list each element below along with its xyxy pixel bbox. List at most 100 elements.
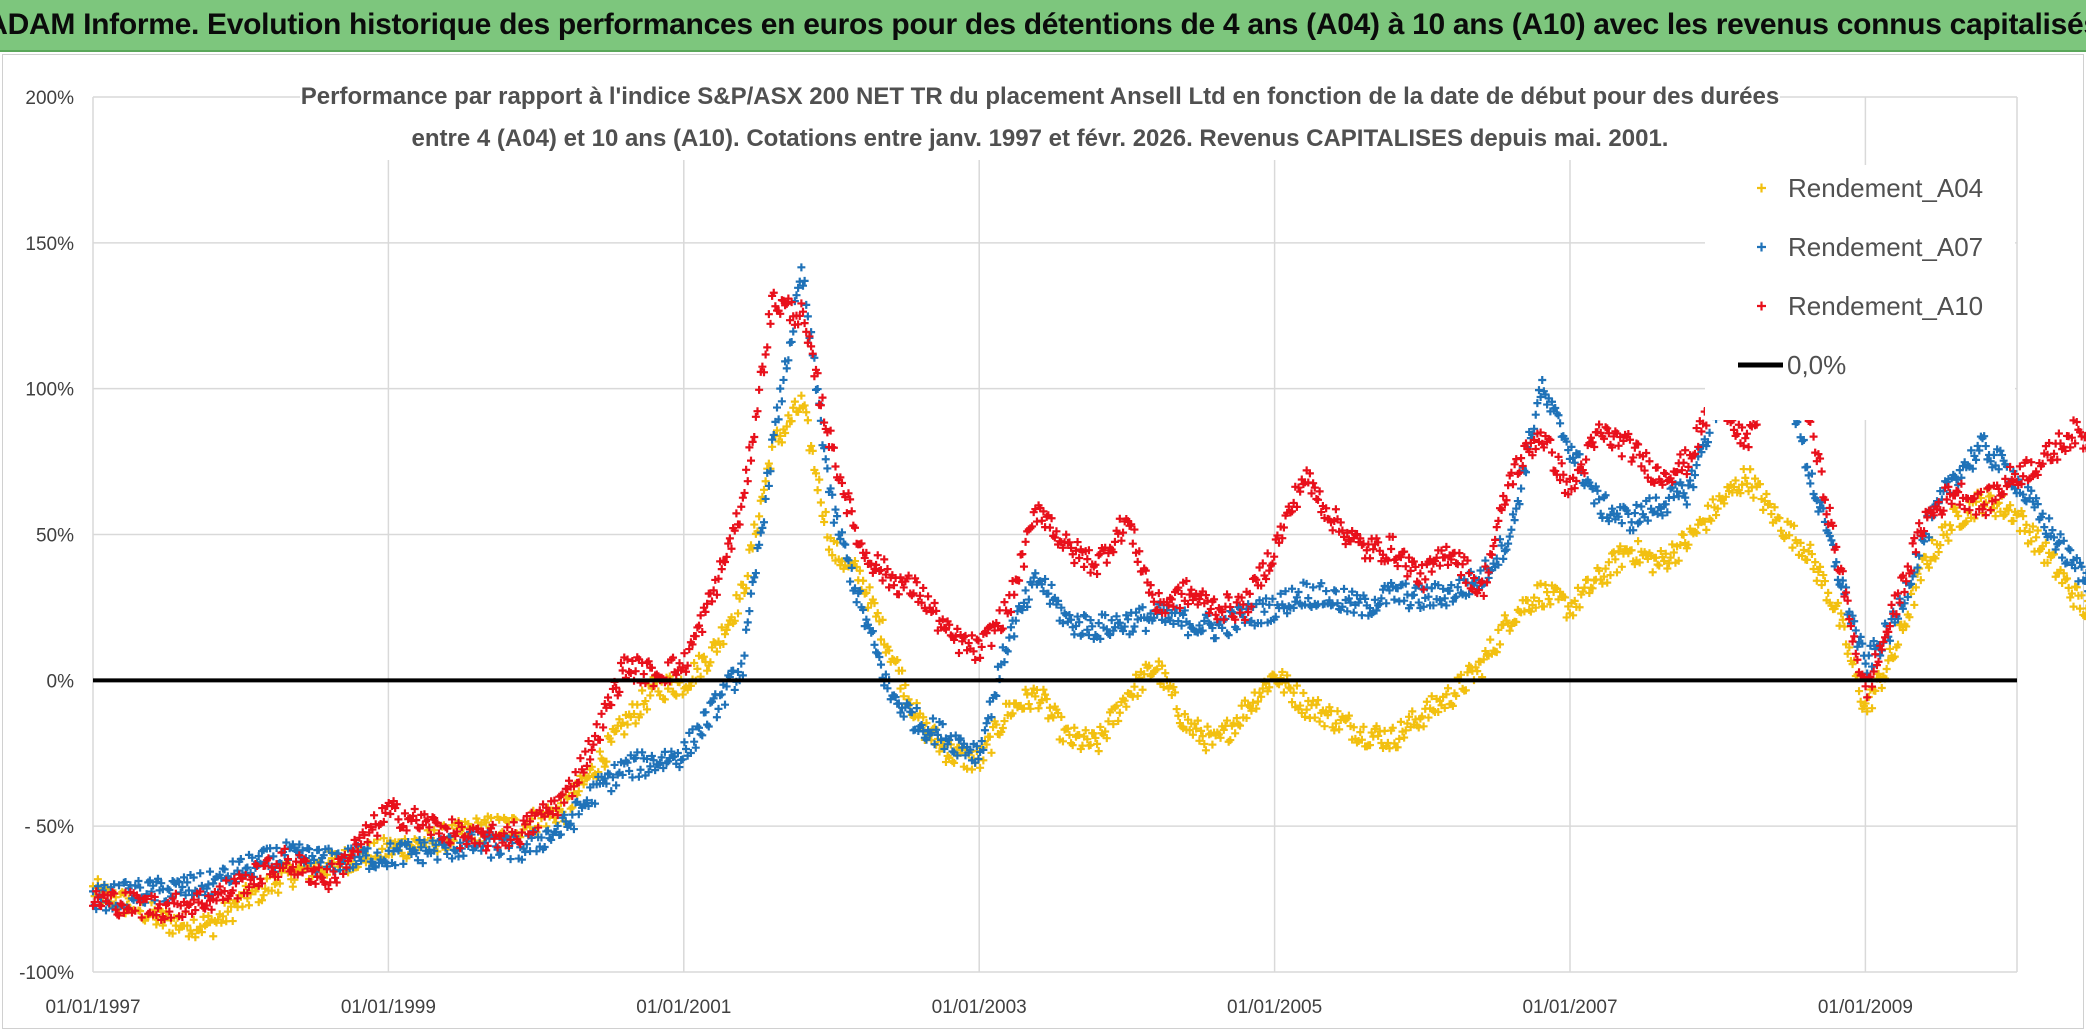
- data-point: [634, 772, 643, 781]
- data-point: [1075, 731, 1084, 740]
- data-point: [1507, 525, 1516, 534]
- data-point: [1989, 450, 1998, 459]
- data-point: [1286, 684, 1295, 693]
- data-point: [579, 780, 588, 789]
- data-point: [595, 735, 604, 744]
- data-point: [90, 898, 99, 907]
- data-point: [1452, 592, 1461, 601]
- data-point: [1713, 504, 1722, 513]
- data-point: [1224, 631, 1233, 640]
- data-point: [873, 551, 882, 560]
- data-point: [1208, 624, 1217, 633]
- data-point: [1084, 546, 1093, 555]
- data-point: [708, 597, 717, 606]
- data-point: [735, 594, 744, 603]
- data-point: [339, 869, 348, 878]
- data-point: [1331, 587, 1340, 596]
- data-point: [1799, 435, 1808, 444]
- data-point: [844, 556, 853, 565]
- data-point: [745, 443, 754, 452]
- data-point: [1440, 703, 1449, 712]
- data-point: [727, 544, 736, 553]
- data-point: [2027, 486, 2036, 495]
- data-point: [1560, 593, 1569, 602]
- data-point: [430, 846, 439, 855]
- data-point: [451, 831, 460, 840]
- data-point: [1790, 521, 1799, 530]
- data-point: [826, 484, 835, 493]
- data-point: [1947, 525, 1956, 534]
- data-point: [257, 896, 266, 905]
- data-point: [568, 792, 577, 801]
- data-point: [722, 552, 731, 561]
- data-point: [1102, 625, 1111, 634]
- data-point: [604, 693, 613, 702]
- data-point: [646, 691, 655, 700]
- data-point: [435, 829, 444, 838]
- data-point: [980, 726, 989, 735]
- data-point: [1617, 519, 1626, 528]
- data-point: [600, 774, 609, 783]
- data-point: [730, 616, 739, 625]
- data-point: [1346, 598, 1355, 607]
- data-point: [1283, 609, 1292, 618]
- data-point: [1515, 500, 1524, 509]
- data-point: [1037, 580, 1046, 589]
- data-point: [1224, 737, 1233, 746]
- data-point: [137, 913, 146, 922]
- data-point: [802, 300, 811, 309]
- data-point: [938, 615, 947, 624]
- data-point: [2001, 510, 2010, 519]
- data-point: [217, 918, 226, 927]
- data-point: [236, 855, 245, 864]
- data-point: [904, 571, 913, 580]
- data-point: [373, 848, 382, 857]
- data-point: [781, 429, 790, 438]
- data-point: [436, 821, 445, 830]
- data-point: [1141, 626, 1150, 635]
- data-point: [2033, 526, 2042, 535]
- data-point: [600, 762, 609, 771]
- data-point: [690, 658, 699, 667]
- data-point: [794, 320, 803, 329]
- data-point: [1531, 410, 1540, 419]
- y-tick-label: - 50%: [24, 817, 74, 838]
- data-point: [1179, 610, 1188, 619]
- data-point: [617, 659, 626, 668]
- data-point: [688, 640, 697, 649]
- data-point: [1122, 702, 1131, 711]
- data-point: [1123, 615, 1132, 624]
- data-point: [516, 840, 525, 849]
- data-point: [675, 659, 684, 668]
- data-point: [721, 700, 730, 709]
- data-point: [309, 855, 318, 864]
- data-point: [269, 868, 278, 877]
- data-point: [1920, 537, 1929, 546]
- data-point: [1536, 579, 1545, 588]
- data-point: [2019, 490, 2028, 499]
- data-point: [644, 768, 653, 777]
- data-point: [1070, 723, 1079, 732]
- data-point: [168, 894, 177, 903]
- data-point: [1898, 604, 1907, 613]
- data-point: [1372, 606, 1381, 615]
- data-point: [883, 684, 892, 693]
- data-point: [238, 902, 247, 911]
- data-point: [730, 526, 739, 535]
- data-point: [1271, 612, 1280, 621]
- data-point: [257, 879, 266, 888]
- data-point: [2006, 501, 2015, 510]
- data-point: [1094, 747, 1103, 756]
- data-point: [708, 643, 717, 652]
- data-point: [912, 578, 921, 587]
- data-point: [222, 876, 231, 885]
- data-point: [145, 876, 154, 885]
- data-point: [1019, 562, 1028, 571]
- data-point: [1115, 618, 1124, 627]
- data-point: [1070, 559, 1079, 568]
- data-point: [2084, 599, 2086, 603]
- data-point: [763, 343, 772, 352]
- data-point: [1603, 578, 1612, 587]
- data-point: [1401, 726, 1410, 735]
- data-point: [1218, 623, 1227, 632]
